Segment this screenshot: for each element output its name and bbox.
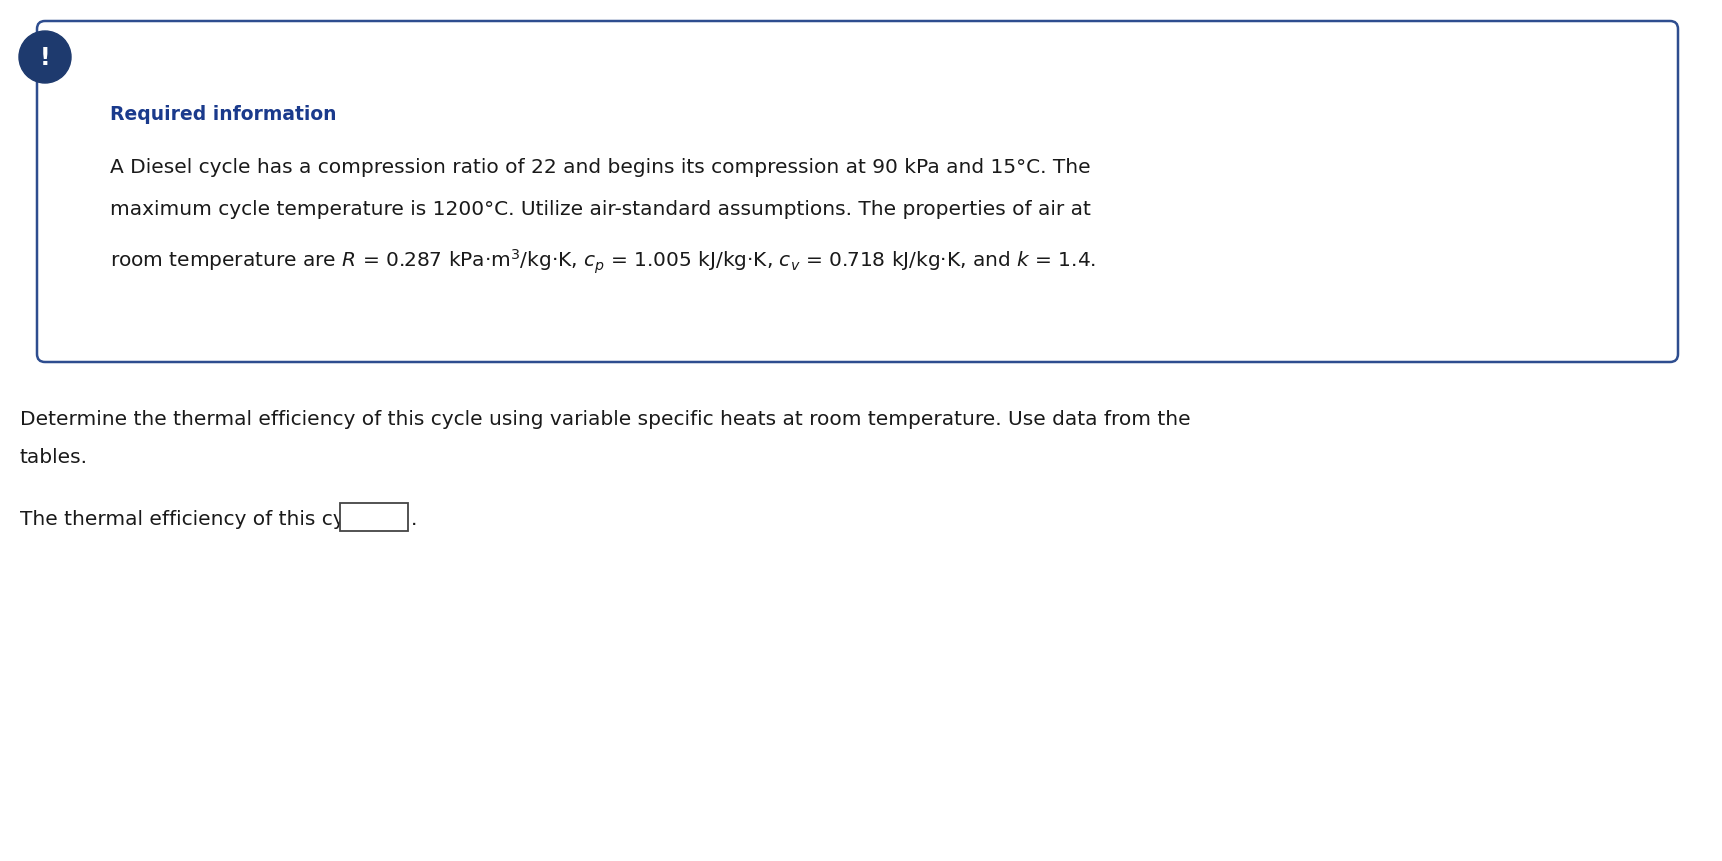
- Text: Determine the thermal efficiency of this cycle using variable specific heats at : Determine the thermal efficiency of this…: [21, 410, 1190, 429]
- Circle shape: [19, 32, 71, 84]
- Text: .: .: [412, 510, 417, 529]
- FancyBboxPatch shape: [339, 504, 408, 531]
- Text: tables.: tables.: [21, 448, 88, 467]
- FancyBboxPatch shape: [36, 22, 1677, 362]
- Text: room temperature are $R$ = 0.287 kPa·m$^{3}$/kg·K, $c_p$ = 1.005 kJ/kg·K, $c_v$ : room temperature are $R$ = 0.287 kPa·m$^…: [110, 248, 1097, 276]
- Text: The thermal efficiency of this cycle is: The thermal efficiency of this cycle is: [21, 510, 403, 529]
- Text: A Diesel cycle has a compression ratio of 22 and begins its compression at 90 kP: A Diesel cycle has a compression ratio o…: [110, 158, 1090, 177]
- Text: !: !: [40, 46, 50, 70]
- Text: Required information: Required information: [110, 105, 336, 124]
- Text: maximum cycle temperature is 1200°C. Utilize air-standard assumptions. The prope: maximum cycle temperature is 1200°C. Uti…: [110, 200, 1090, 219]
